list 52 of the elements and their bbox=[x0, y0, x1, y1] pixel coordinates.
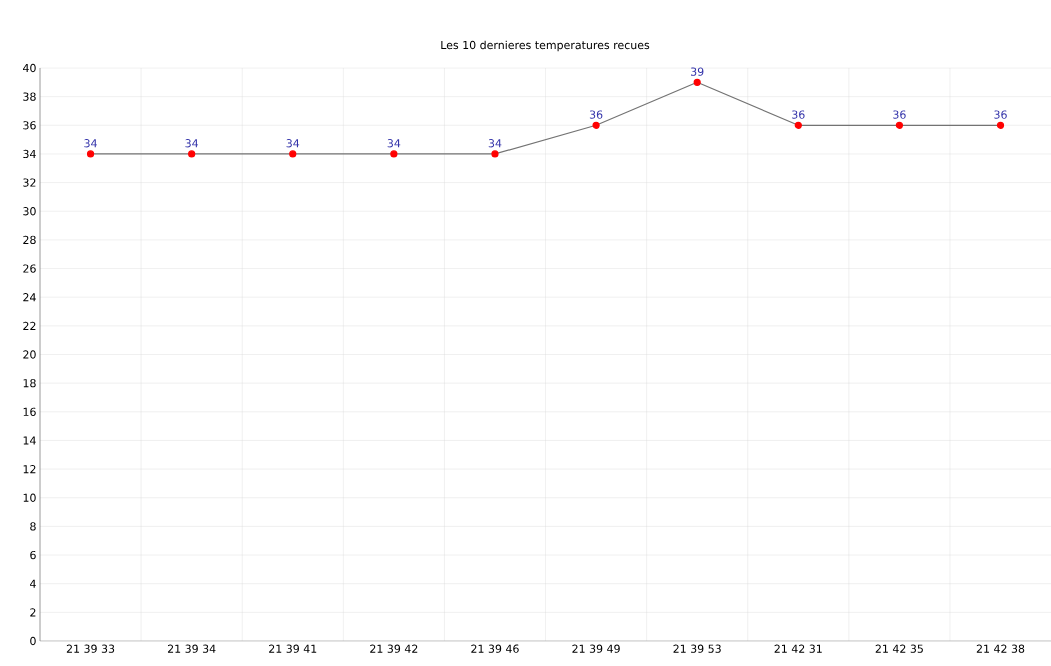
point bbox=[592, 121, 600, 129]
y-tick-label: 22 bbox=[23, 321, 36, 330]
data-label: 36 bbox=[792, 110, 805, 119]
x-tick-label: 21 42 31 bbox=[774, 644, 822, 653]
point bbox=[491, 150, 499, 158]
y-tick-label: 36 bbox=[23, 121, 36, 130]
y-tick-label: 34 bbox=[23, 149, 36, 159]
point bbox=[895, 121, 904, 129]
y-tick-label: 0 bbox=[30, 636, 36, 646]
y-tick-label: 38 bbox=[23, 92, 36, 101]
y-tick-label: 32 bbox=[23, 178, 36, 187]
point bbox=[390, 150, 398, 158]
y-tick-label: 18 bbox=[23, 378, 36, 388]
y-tick-label: 2 bbox=[30, 608, 36, 617]
y-tick-label: 10 bbox=[23, 493, 36, 502]
y-tick-label: 6 bbox=[30, 550, 36, 560]
x-tick-label: 21 39 33 bbox=[66, 644, 115, 653]
point bbox=[996, 121, 1005, 129]
y-tick-label: 20 bbox=[23, 350, 36, 359]
y-tick-label: 40 bbox=[23, 63, 36, 73]
data-label: 34 bbox=[185, 139, 199, 148]
data-label: 34 bbox=[84, 139, 97, 148]
point bbox=[188, 150, 196, 158]
y-tick-label: 14 bbox=[23, 436, 36, 445]
y-tick-label: 12 bbox=[23, 465, 36, 474]
y-tick-label: 26 bbox=[23, 264, 36, 273]
x-tick-label: 21 39 46 bbox=[471, 644, 519, 653]
point bbox=[86, 150, 95, 158]
x-tick-label: 21 39 53 bbox=[673, 644, 721, 653]
data-label: 36 bbox=[589, 110, 603, 119]
point bbox=[794, 121, 802, 129]
data-label: 36 bbox=[994, 110, 1007, 119]
data-label: 34 bbox=[488, 139, 502, 148]
x-tick-label: 21 39 41 bbox=[269, 644, 317, 653]
chart-title: Les 10 dernieres temperatures recues bbox=[441, 40, 650, 52]
y-tick-label: 16 bbox=[23, 407, 36, 416]
x-tick-label: 21 39 34 bbox=[167, 644, 216, 653]
data-label: 39 bbox=[691, 67, 704, 76]
x-tick-label: 21 39 42 bbox=[370, 644, 418, 653]
x-tick-label: 21 42 35 bbox=[875, 644, 923, 653]
y-tick-label: 30 bbox=[23, 207, 36, 216]
point bbox=[693, 78, 701, 86]
point bbox=[289, 150, 297, 158]
data-label: 34 bbox=[387, 139, 401, 148]
y-tick-label: 24 bbox=[23, 293, 36, 302]
y-tick-label: 4 bbox=[30, 579, 36, 588]
x-tick-label: 21 42 38 bbox=[976, 644, 1025, 653]
x-tick-label: 21 39 49 bbox=[572, 644, 620, 653]
y-tick-label: 28 bbox=[23, 235, 36, 245]
data-label: 34 bbox=[286, 139, 300, 148]
y-tick-label: 8 bbox=[30, 522, 36, 531]
data-label: 36 bbox=[893, 110, 906, 119]
